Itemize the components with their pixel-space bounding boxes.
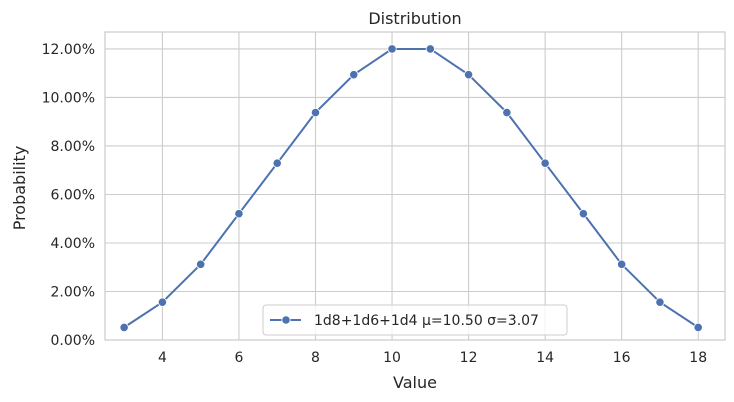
x-axis-label: Value	[393, 373, 437, 392]
x-tick-label: 4	[158, 350, 167, 366]
chart-title: Distribution	[368, 9, 461, 28]
x-tick-label: 14	[536, 350, 554, 366]
x-tick-label: 18	[689, 350, 707, 366]
y-tick-label: 6.00%	[51, 187, 95, 203]
data-point	[272, 158, 282, 168]
tick-layer: 4 6 8 10 12 14 16 18 0.00% 2.00% 4.00% 6.00% 8.00% 10…	[42, 42, 708, 366]
data-point	[578, 209, 588, 219]
x-tick-label: 12	[460, 350, 478, 366]
data-point	[540, 158, 550, 168]
data-point	[502, 107, 512, 118]
data-point	[655, 297, 665, 307]
legend-label: 1d8+1d6+1d4 μ=10.50 σ=3.07	[314, 313, 539, 329]
y-axis-label: Probability	[10, 146, 29, 231]
x-tick-label: 6	[234, 350, 243, 366]
x-tick-label: 16	[613, 350, 631, 366]
data-point	[425, 44, 435, 54]
data-point	[157, 297, 168, 307]
x-tick-label: 8	[311, 350, 320, 366]
y-tick-label: 4.00%	[51, 236, 95, 252]
series-line	[123, 47, 699, 329]
data-point	[196, 259, 206, 269]
y-tick-label: 12.00%	[42, 42, 95, 58]
y-tick-label: 2.00%	[51, 284, 95, 300]
data-point	[234, 209, 244, 219]
y-tick-label: 10.00%	[42, 90, 95, 106]
data-point	[349, 70, 359, 80]
legend: 1d8+1d6+1d4 μ=10.50 σ=3.07	[262, 304, 568, 336]
legend-marker	[281, 315, 291, 325]
grid-layer	[105, 32, 725, 341]
plot-frame	[104, 31, 726, 341]
x-tick-label: 10	[383, 350, 401, 366]
data-point	[463, 70, 474, 80]
y-tick-label: 0.00%	[51, 333, 95, 349]
y-tick-label: 8.00%	[51, 139, 95, 155]
data-point	[693, 322, 703, 332]
series-layer	[119, 44, 703, 332]
data-point	[617, 259, 627, 269]
data-point	[119, 322, 129, 332]
data-point	[310, 107, 321, 118]
legend-box	[262, 304, 568, 336]
data-point	[387, 44, 397, 54]
